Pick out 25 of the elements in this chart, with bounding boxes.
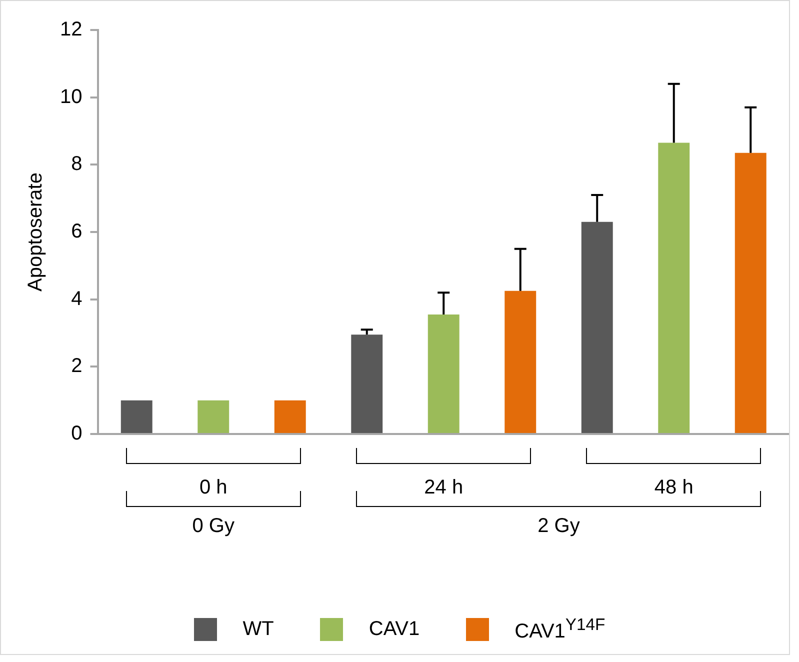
y-tick-label: 8 — [71, 153, 82, 176]
bar — [504, 290, 536, 433]
bar — [198, 400, 230, 433]
y-tick-label: 2 — [71, 355, 82, 378]
text: 2 Gy — [538, 515, 580, 538]
y-tick-label: 10 — [60, 86, 82, 108]
x-tick-label: 0 h — [199, 476, 228, 499]
bar — [581, 222, 613, 433]
y-axis-title: Apoptoserate — [24, 172, 47, 292]
bar — [658, 142, 690, 433]
text: 0 Gy — [192, 515, 234, 538]
y-tick-label: 6 — [71, 220, 82, 243]
bar — [428, 314, 460, 433]
bar — [120, 400, 152, 433]
bar — [274, 400, 306, 433]
x-tick-label: 48 h — [654, 476, 694, 499]
y-tick-label: 0 — [71, 422, 82, 445]
bar — [351, 334, 383, 433]
bar — [734, 152, 766, 433]
y-tick-label: 4 — [71, 288, 82, 310]
legend-label: CAV1 — [368, 618, 420, 641]
x-tick-label: 24 h — [424, 476, 464, 499]
legend-label: CAV1$^{Y14F}$ — [514, 615, 606, 644]
legend-label: WT — [242, 618, 274, 641]
y-tick-label: 12 — [60, 18, 82, 41]
